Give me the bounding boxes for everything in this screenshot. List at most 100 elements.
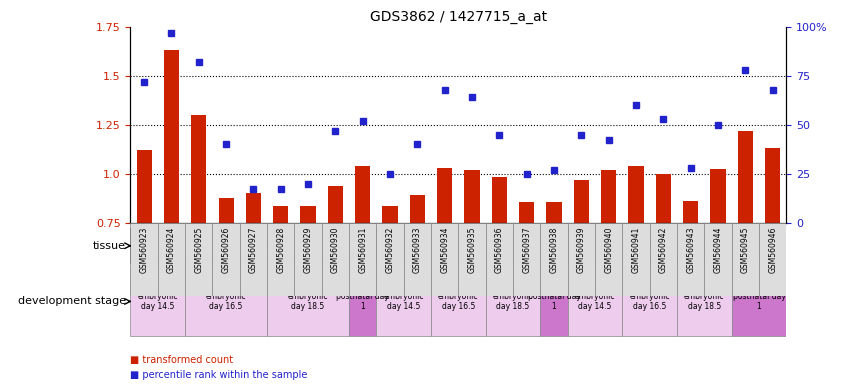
Bar	[519, 202, 534, 223]
FancyBboxPatch shape	[568, 223, 595, 296]
Text: GSM560934: GSM560934	[440, 227, 449, 273]
FancyBboxPatch shape	[649, 223, 677, 296]
Bar	[683, 201, 698, 223]
FancyBboxPatch shape	[568, 228, 786, 263]
Text: GSM560925: GSM560925	[194, 227, 204, 273]
Text: GSM560930: GSM560930	[331, 227, 340, 273]
Text: ■ transformed count: ■ transformed count	[130, 355, 234, 365]
FancyBboxPatch shape	[376, 223, 404, 296]
Text: postnatal day
1: postnatal day 1	[733, 292, 785, 311]
FancyBboxPatch shape	[732, 266, 786, 336]
Text: GSM560942: GSM560942	[659, 227, 668, 273]
FancyBboxPatch shape	[212, 223, 240, 296]
Text: GSM560945: GSM560945	[741, 227, 750, 273]
Text: GSM560938: GSM560938	[549, 227, 558, 273]
Bar	[601, 170, 616, 223]
FancyBboxPatch shape	[157, 223, 185, 296]
Bar	[492, 177, 507, 223]
FancyBboxPatch shape	[404, 223, 431, 296]
FancyBboxPatch shape	[376, 266, 431, 336]
FancyBboxPatch shape	[240, 223, 267, 296]
Text: GSM560933: GSM560933	[413, 227, 422, 273]
Bar	[711, 169, 726, 223]
Text: embryonic
day 16.5: embryonic day 16.5	[438, 292, 479, 311]
Bar	[656, 174, 671, 223]
FancyBboxPatch shape	[431, 266, 486, 336]
FancyBboxPatch shape	[130, 223, 157, 296]
Text: GSM560935: GSM560935	[468, 227, 477, 273]
FancyBboxPatch shape	[294, 223, 321, 296]
Bar	[355, 166, 370, 223]
FancyBboxPatch shape	[486, 266, 540, 336]
Text: epididymis: epididymis	[442, 240, 502, 250]
FancyBboxPatch shape	[677, 266, 732, 336]
Text: embryonic
day 16.5: embryonic day 16.5	[629, 292, 670, 311]
Bar	[437, 168, 452, 223]
Title: GDS3862 / 1427715_a_at: GDS3862 / 1427715_a_at	[370, 10, 547, 25]
FancyBboxPatch shape	[267, 266, 349, 336]
FancyBboxPatch shape	[513, 223, 540, 296]
FancyBboxPatch shape	[130, 228, 376, 263]
Bar	[628, 166, 643, 223]
FancyBboxPatch shape	[595, 223, 622, 296]
Bar	[300, 206, 315, 223]
Bar	[164, 50, 179, 223]
Text: embryonic
day 14.5: embryonic day 14.5	[574, 292, 616, 311]
Bar	[246, 194, 261, 223]
Text: postnatal day
1: postnatal day 1	[527, 292, 580, 311]
FancyBboxPatch shape	[677, 223, 704, 296]
Text: vas deferens: vas deferens	[641, 240, 713, 250]
FancyBboxPatch shape	[486, 223, 513, 296]
Text: embryonic
day 18.5: embryonic day 18.5	[288, 292, 328, 311]
FancyBboxPatch shape	[540, 223, 568, 296]
Bar	[547, 202, 562, 223]
Text: GSM560937: GSM560937	[522, 227, 532, 273]
FancyBboxPatch shape	[267, 223, 294, 296]
Text: development stage: development stage	[18, 296, 126, 306]
Text: GSM560926: GSM560926	[221, 227, 230, 273]
Bar	[383, 206, 398, 223]
FancyBboxPatch shape	[321, 223, 349, 296]
FancyBboxPatch shape	[759, 223, 786, 296]
Text: GSM560924: GSM560924	[167, 227, 176, 273]
Text: GSM560944: GSM560944	[713, 227, 722, 273]
FancyBboxPatch shape	[349, 223, 376, 296]
Text: GSM560939: GSM560939	[577, 227, 586, 273]
Bar	[765, 148, 780, 223]
FancyBboxPatch shape	[185, 223, 212, 296]
Text: GSM560931: GSM560931	[358, 227, 368, 273]
FancyBboxPatch shape	[431, 223, 458, 296]
Text: GSM560929: GSM560929	[304, 227, 313, 273]
FancyBboxPatch shape	[349, 266, 376, 336]
Text: GSM560936: GSM560936	[495, 227, 504, 273]
FancyBboxPatch shape	[540, 266, 568, 336]
Text: GSM560927: GSM560927	[249, 227, 258, 273]
FancyBboxPatch shape	[622, 223, 649, 296]
Text: GSM560923: GSM560923	[140, 227, 149, 273]
Bar	[464, 170, 479, 223]
FancyBboxPatch shape	[622, 266, 677, 336]
Text: efferent ducts: efferent ducts	[214, 240, 293, 250]
FancyBboxPatch shape	[568, 266, 622, 336]
Bar	[738, 131, 753, 223]
Text: GSM560932: GSM560932	[385, 227, 394, 273]
Text: postnatal day
1: postnatal day 1	[336, 292, 389, 311]
FancyBboxPatch shape	[732, 223, 759, 296]
Bar	[410, 195, 425, 223]
Bar	[219, 198, 234, 223]
Text: GSM560943: GSM560943	[686, 227, 696, 273]
Text: embryonic
day 18.5: embryonic day 18.5	[493, 292, 533, 311]
Text: embryonic
day 14.5: embryonic day 14.5	[383, 292, 424, 311]
Text: GSM560941: GSM560941	[632, 227, 641, 273]
Bar	[191, 115, 206, 223]
Text: embryonic
day 16.5: embryonic day 16.5	[206, 292, 246, 311]
FancyBboxPatch shape	[185, 266, 267, 336]
Bar	[136, 150, 151, 223]
Text: GSM560946: GSM560946	[768, 227, 777, 273]
Bar	[273, 206, 288, 223]
FancyBboxPatch shape	[458, 223, 486, 296]
Text: GSM560940: GSM560940	[604, 227, 613, 273]
FancyBboxPatch shape	[130, 266, 185, 336]
Text: ■ percentile rank within the sample: ■ percentile rank within the sample	[130, 370, 308, 380]
Text: embryonic
day 14.5: embryonic day 14.5	[137, 292, 178, 311]
